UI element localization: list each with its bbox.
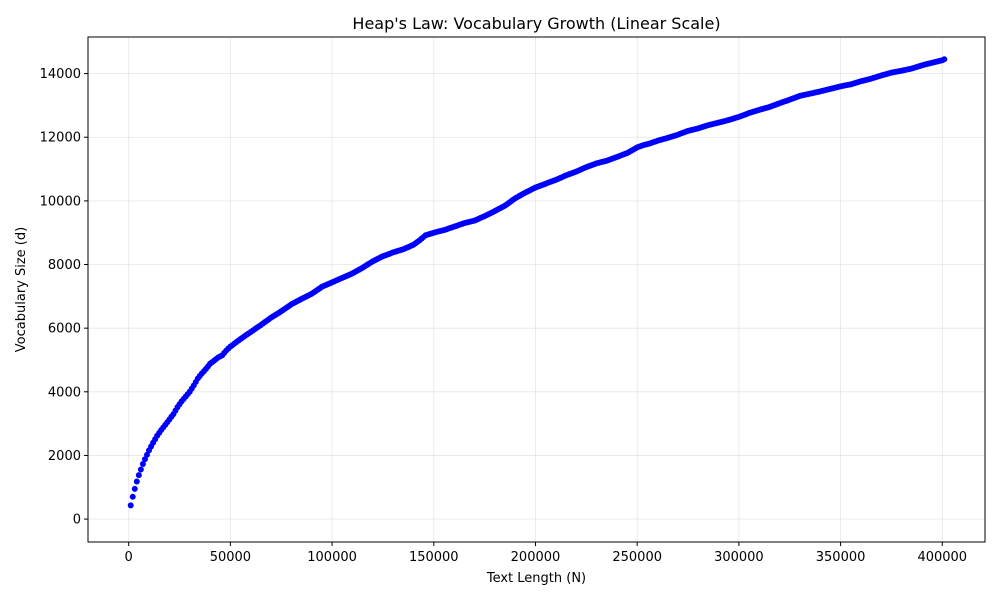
data-point (135, 472, 142, 479)
y-tick-label: 12000 (40, 131, 81, 146)
y-tick-label: 8000 (48, 258, 81, 273)
plot-frame (87, 36, 986, 543)
y-tick-label: 2000 (48, 449, 81, 464)
x-tick-label: 400000 (917, 550, 967, 565)
data-point (139, 461, 146, 468)
data-point (131, 485, 138, 492)
x-axis-label: Text Length (N) (486, 571, 586, 586)
y-tick-label: 4000 (48, 385, 81, 400)
data-point (133, 478, 140, 485)
x-tick-label: 200000 (511, 550, 561, 565)
x-tick-label: 50000 (210, 550, 251, 565)
chart-title: Heap's Law: Vocabulary Growth (Linear Sc… (352, 14, 720, 33)
x-tick-label: 350000 (816, 550, 866, 565)
axis-ticks: 0 50000 100000 150000 200000 250000 300000 3500… (40, 67, 967, 565)
y-tick-label: 0 (73, 513, 81, 528)
grid (88, 37, 985, 542)
y-tick-label: 14000 (40, 67, 81, 82)
x-tick-label: 250000 (612, 550, 662, 565)
y-tick-label: 10000 (40, 194, 81, 209)
data-point (137, 466, 144, 473)
scatter-points (127, 56, 948, 509)
x-tick-label: 300000 (714, 550, 764, 565)
data-point (141, 456, 148, 463)
data-point (129, 493, 136, 500)
y-tick-label: 6000 (48, 322, 81, 337)
data-point (941, 56, 948, 63)
y-axis-label: Vocabulary Size (d) (14, 227, 29, 352)
data-point (127, 502, 134, 509)
x-tick-label: 150000 (409, 550, 459, 565)
x-tick-label: 0 (125, 550, 133, 565)
x-tick-label: 100000 (307, 550, 357, 565)
